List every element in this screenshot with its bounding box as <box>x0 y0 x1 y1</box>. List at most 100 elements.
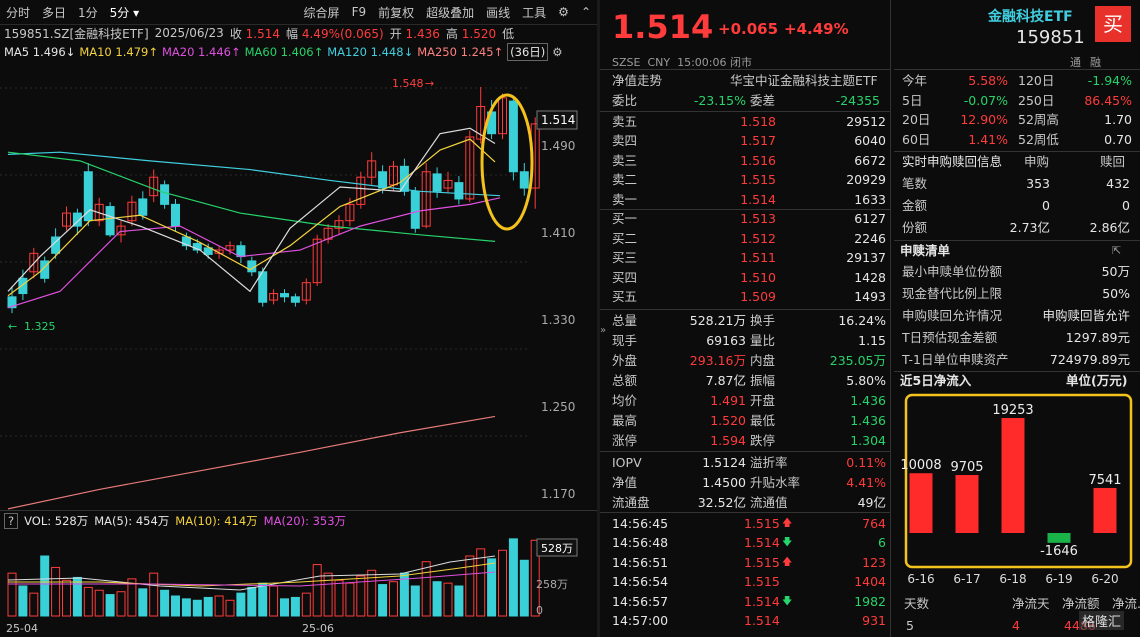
kline-panel: 分时 多日 1分 5分 ▾ 综合屏 F9 前复权 超级叠加 画线 工具 ⚙ ⌃ … <box>0 0 598 637</box>
tab-tong[interactable]: 通 <box>1070 56 1081 69</box>
sglist-label: T日预估现金差额 <box>902 330 998 345</box>
volume-bar <box>18 585 28 617</box>
panel-divider[interactable] <box>597 0 600 637</box>
realtime-redeem: 0 <box>1122 198 1130 213</box>
volume-bar <box>367 569 377 617</box>
volume-bar <box>345 582 355 617</box>
tab-f9[interactable]: F9 <box>351 5 367 19</box>
vol-ma20: MA(20): 353万 <box>263 514 347 528</box>
volume-chart[interactable]: 528万 258万 0 <box>0 530 597 622</box>
bid-price[interactable]: 1.513 <box>740 211 776 226</box>
tick-time: 14:56:48 <box>612 535 669 551</box>
vol-ma10-line <box>8 562 496 587</box>
perf-value: 5.58% <box>968 73 1008 88</box>
low-mark-arrow: ← <box>8 320 17 333</box>
perf-label: 60日 <box>902 131 931 147</box>
bid-volume: 6127 <box>854 211 886 226</box>
bid-price[interactable]: 1.511 <box>740 250 776 266</box>
iopv-value: 1.4500 <box>702 475 746 490</box>
ask-price[interactable]: 1.516 <box>740 152 776 168</box>
ask-price[interactable]: 1.515 <box>740 172 776 188</box>
volume-bar <box>51 566 61 617</box>
tab-multiday[interactable]: 多日 <box>42 5 67 20</box>
realtime-col2: 赎回 <box>1100 154 1126 169</box>
candle <box>40 260 50 279</box>
tab-1min[interactable]: 1分 <box>78 5 98 20</box>
candle <box>29 252 39 273</box>
tab-rong[interactable]: 融 <box>1090 56 1101 69</box>
gear-icon[interactable]: ⚙ <box>558 5 569 19</box>
tick-time: 14:56:51 <box>612 554 669 570</box>
high-mark: 1.548 <box>392 77 424 90</box>
ask-price[interactable]: 1.514 <box>740 191 776 207</box>
bid-price[interactable]: 1.509 <box>740 289 776 305</box>
realtime-purchase: 353 <box>1026 176 1050 191</box>
help-icon[interactable]: ? <box>4 513 19 529</box>
ma20-line <box>7 197 501 309</box>
ma5-label: MA5 1.496↓ <box>4 45 76 59</box>
volume-bar <box>7 572 17 617</box>
ask-label: 卖三 <box>612 152 638 168</box>
collapse-arrow-icon[interactable]: » <box>600 325 607 336</box>
candle <box>72 212 82 227</box>
candlestick-chart[interactable]: 1.514 1.490 1.410 1.330 1.250 1.170 1.54… <box>0 62 597 510</box>
perf-value: 1.41% <box>968 131 1008 147</box>
stat-value: 1.594 <box>710 433 746 448</box>
iopv-label: 溢折率 <box>750 455 788 470</box>
stat-label: 开盘 <box>750 393 776 408</box>
stat-value: 1.304 <box>850 433 886 448</box>
volume-bar <box>465 555 475 617</box>
tick-price: 1.515 <box>744 516 780 531</box>
tab-draw[interactable]: 画线 <box>486 5 511 20</box>
bid-price[interactable]: 1.512 <box>740 230 776 246</box>
ma-legend: MA5 1.496↓ MA10 1.479↑ MA20 1.446↑ MA60 … <box>4 43 594 61</box>
candle <box>160 184 170 205</box>
netflow-footer-3: 净流额 <box>1062 596 1100 611</box>
perf-value: 1.70 <box>1104 112 1132 127</box>
volume-bar <box>258 582 268 617</box>
stat-label: 最高 <box>612 413 638 428</box>
volume-header: ? VOL: 528万 MA(5): 454万 MA(10): 414万 MA(… <box>0 510 597 531</box>
tab-tools[interactable]: 工具 <box>522 5 547 20</box>
axis-label-3: 1.330 <box>541 313 575 327</box>
volume-bar <box>127 578 137 617</box>
tab-overlay[interactable]: 超级叠加 <box>426 5 475 20</box>
bid-price[interactable]: 1.510 <box>740 269 776 285</box>
tab-5min[interactable]: 5分 ▾ <box>109 5 140 20</box>
buy-button[interactable]: 买 <box>1095 6 1131 42</box>
up-icon[interactable]: ⌃ <box>580 5 591 19</box>
vol-current-box <box>536 538 578 557</box>
netflow-bar <box>1093 487 1117 533</box>
ask-price[interactable]: 1.518 <box>740 114 776 129</box>
change-label: 幅 <box>286 26 299 41</box>
vol-ma20-line <box>8 571 496 587</box>
perf-label: 52周低 <box>1018 131 1059 147</box>
ask-price[interactable]: 1.517 <box>740 133 776 149</box>
realtime-purchase: 2.73亿 <box>1009 220 1050 235</box>
tab-intraday[interactable]: 分时 <box>6 5 31 20</box>
vol-ma10: MA(10): 414万 <box>175 514 258 528</box>
stat-label: 现手 <box>612 333 638 348</box>
perf-value: -1.94% <box>1087 73 1132 88</box>
tab-composite[interactable]: 综合屏 <box>303 5 340 20</box>
volume-bar <box>389 581 398 617</box>
low-label: 低 <box>502 26 515 41</box>
netflow-footer-2: 净流天 <box>1012 596 1050 611</box>
sglist-value: 724979.89元 <box>1049 352 1130 367</box>
perf-label: 250日 <box>1018 92 1055 108</box>
settings-icon[interactable]: ⚙ <box>552 45 563 59</box>
days-selector[interactable]: (36日) <box>507 43 549 61</box>
expand-icon[interactable]: ⇱ <box>1112 244 1122 257</box>
stat-value: 1.491 <box>710 393 746 408</box>
nav-trend-link[interactable]: 净值走势 <box>612 73 663 88</box>
perf-label: 120日 <box>1018 73 1055 88</box>
iopv-label: IOPV <box>612 455 642 470</box>
candle <box>225 245 235 251</box>
close-label: 收 <box>229 26 242 41</box>
sglist-title: 申赎清单 <box>900 243 951 258</box>
netflow-days: 5 <box>906 618 914 633</box>
tab-adjust[interactable]: 前复权 <box>378 5 415 20</box>
high-mark-arrow: → <box>425 77 434 90</box>
weibi-value: -23.15% <box>693 93 746 108</box>
open-label: 开 <box>389 26 402 41</box>
